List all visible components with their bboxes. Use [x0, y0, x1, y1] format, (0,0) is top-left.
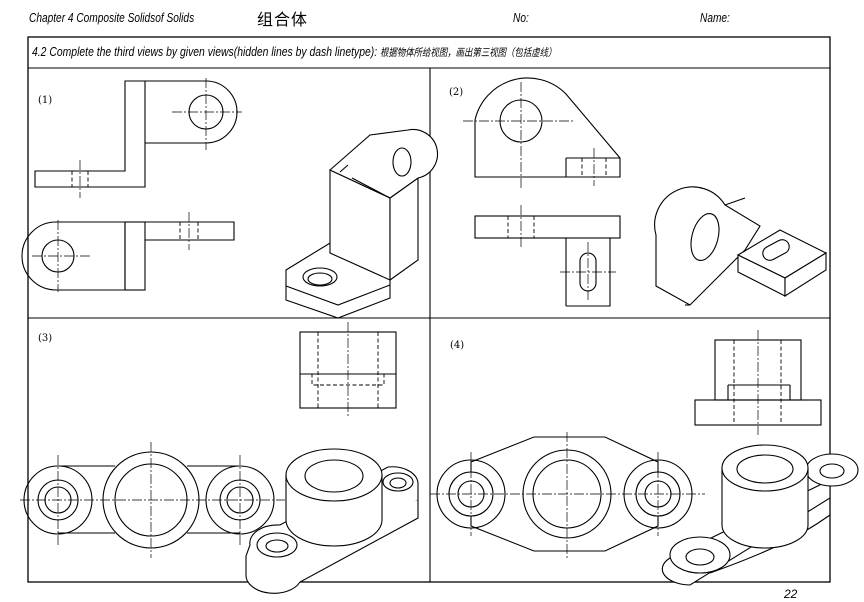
task-title-cn: 根据物体所给视图，画出第三视图（包括虚线）: [380, 47, 557, 59]
panel-3-drawing: [20, 322, 419, 594]
chapter-title: Chapter 4 Composite Solidsof Solids: [29, 10, 195, 25]
panel-2-label: (2): [449, 87, 464, 98]
task-title-en: 4.2 Complete the third views by given vi…: [32, 44, 378, 59]
task-title: 4.2 Complete the third views by given vi…: [32, 44, 556, 60]
panel-4-label: (4): [450, 340, 465, 351]
panel-4-drawing: [430, 330, 859, 586]
page-number: 22: [784, 587, 798, 601]
panel-3-label: (3): [38, 333, 53, 344]
sheet-border: [27, 36, 831, 583]
no-label: No:: [513, 10, 529, 25]
panel-1-drawing: [21, 78, 439, 319]
panel-2-drawing: [463, 77, 828, 307]
panel-1-label: (1): [38, 95, 53, 106]
chapter-title-cn: 组合体: [257, 10, 309, 29]
name-label: Name:: [700, 10, 730, 25]
